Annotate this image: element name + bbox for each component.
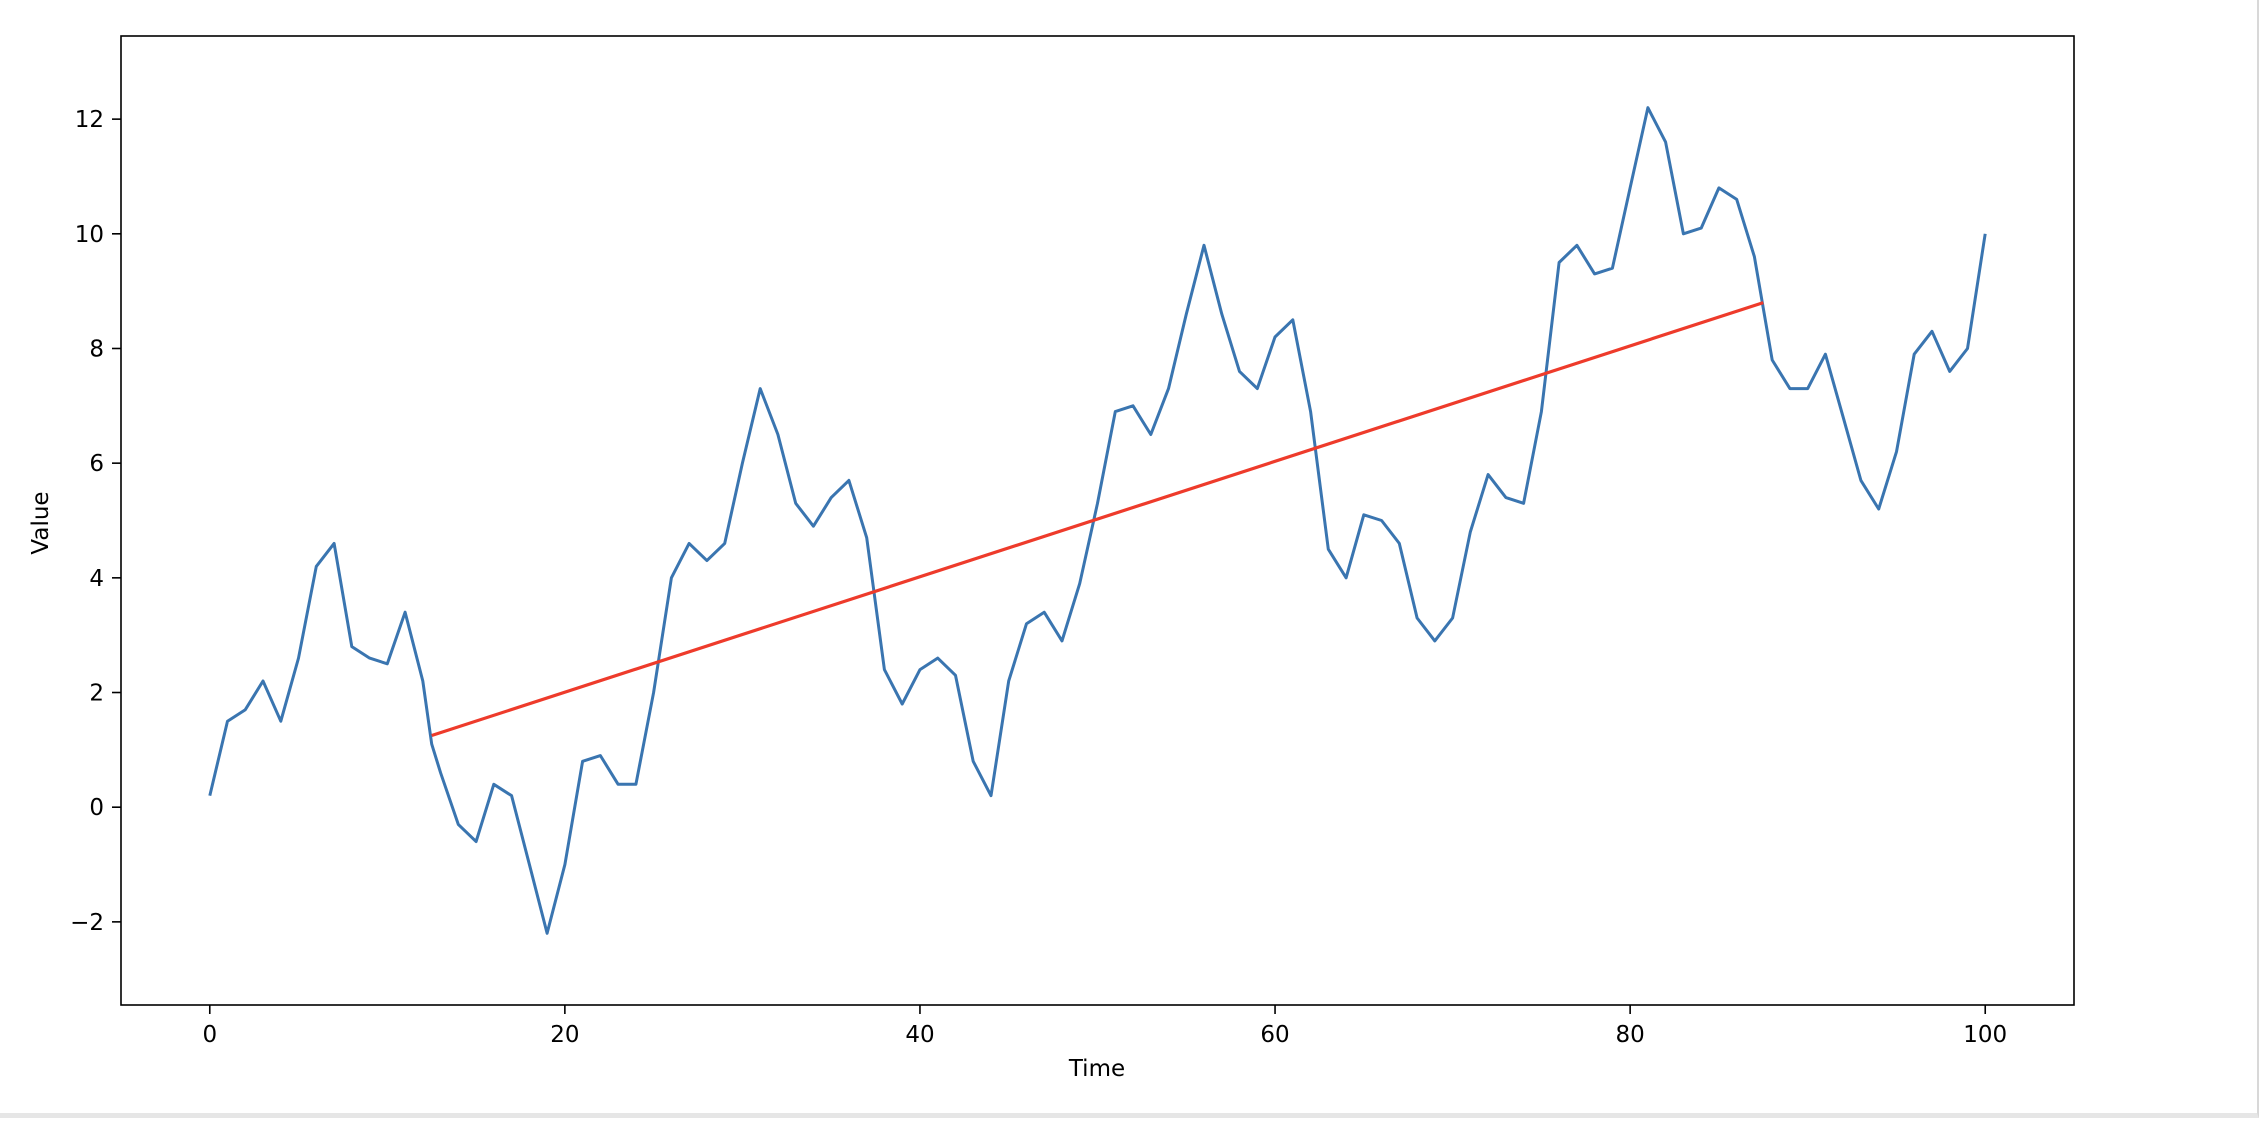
series-layer bbox=[208, 106, 1987, 935]
x-tick-label: 100 bbox=[1963, 1022, 2007, 1048]
y-tick-label: 10 bbox=[75, 222, 104, 248]
x-axis-label: Time bbox=[1068, 1056, 1125, 1082]
x-tick-label: 80 bbox=[1615, 1022, 1644, 1048]
y-tick-label: 0 bbox=[89, 795, 104, 821]
y-axis-label: Value bbox=[28, 491, 54, 554]
y-tick-label: 12 bbox=[75, 107, 104, 133]
x-tick-label: 20 bbox=[550, 1022, 579, 1048]
plot-area bbox=[120, 35, 2075, 1006]
y-tick-label: 8 bbox=[89, 336, 104, 362]
x-tick-label: 60 bbox=[1260, 1022, 1289, 1048]
x-axis: 0 20 40 60 80 100 bbox=[202, 1005, 2007, 1048]
x-tick-label: 0 bbox=[202, 1022, 217, 1048]
y-tick-label: −2 bbox=[70, 910, 104, 936]
y-axis: −2 0 2 4 6 8 10 12 bbox=[70, 107, 121, 936]
y-tick-label: 6 bbox=[89, 451, 104, 477]
y-tick-label: 4 bbox=[89, 566, 104, 592]
series-line bbox=[208, 106, 1987, 935]
y-tick-label: 2 bbox=[89, 681, 104, 707]
x-tick-label: 40 bbox=[905, 1022, 934, 1048]
trend-line bbox=[431, 301, 1764, 738]
